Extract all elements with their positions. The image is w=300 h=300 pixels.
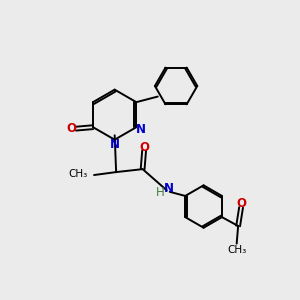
Text: CH₃: CH₃ xyxy=(227,245,246,255)
Text: H: H xyxy=(156,186,165,199)
Text: N: N xyxy=(164,182,174,195)
Text: O: O xyxy=(139,141,149,154)
Text: N: N xyxy=(136,123,146,136)
Text: CH₃: CH₃ xyxy=(68,169,88,179)
Text: O: O xyxy=(66,122,76,135)
Text: O: O xyxy=(236,197,246,210)
Text: N: N xyxy=(110,138,120,151)
